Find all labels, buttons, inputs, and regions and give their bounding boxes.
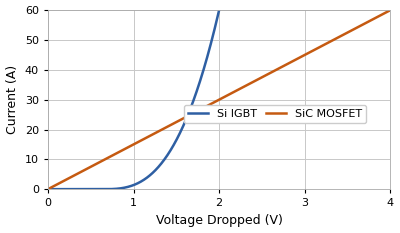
Si IGBT <box>163 157 168 159</box>
Line: Si IGBT: Si IGBT <box>48 10 219 189</box>
Si IGBT <box>179 129 184 131</box>
SiC MOSFET <box>388 9 392 12</box>
SiC MOSFET <box>380 13 384 16</box>
Si IGBT <box>63 188 68 191</box>
SiC MOSFET <box>326 41 331 44</box>
Legend: Si IGBT, SiC MOSFET: Si IGBT, SiC MOSFET <box>184 105 366 123</box>
Si IGBT <box>46 188 50 191</box>
SiC MOSFET <box>210 102 215 105</box>
X-axis label: Voltage Dropped (V): Voltage Dropped (V) <box>156 214 282 227</box>
Y-axis label: Current (A): Current (A) <box>6 65 19 134</box>
Si IGBT <box>217 9 222 12</box>
SiC MOSFET <box>46 188 50 191</box>
Si IGBT <box>115 187 120 190</box>
SiC MOSFET <box>208 103 213 106</box>
SiC MOSFET <box>249 81 254 84</box>
Si IGBT <box>182 122 187 125</box>
Line: SiC MOSFET: SiC MOSFET <box>48 10 390 189</box>
SiC MOSFET <box>231 91 236 94</box>
Si IGBT <box>121 186 126 189</box>
